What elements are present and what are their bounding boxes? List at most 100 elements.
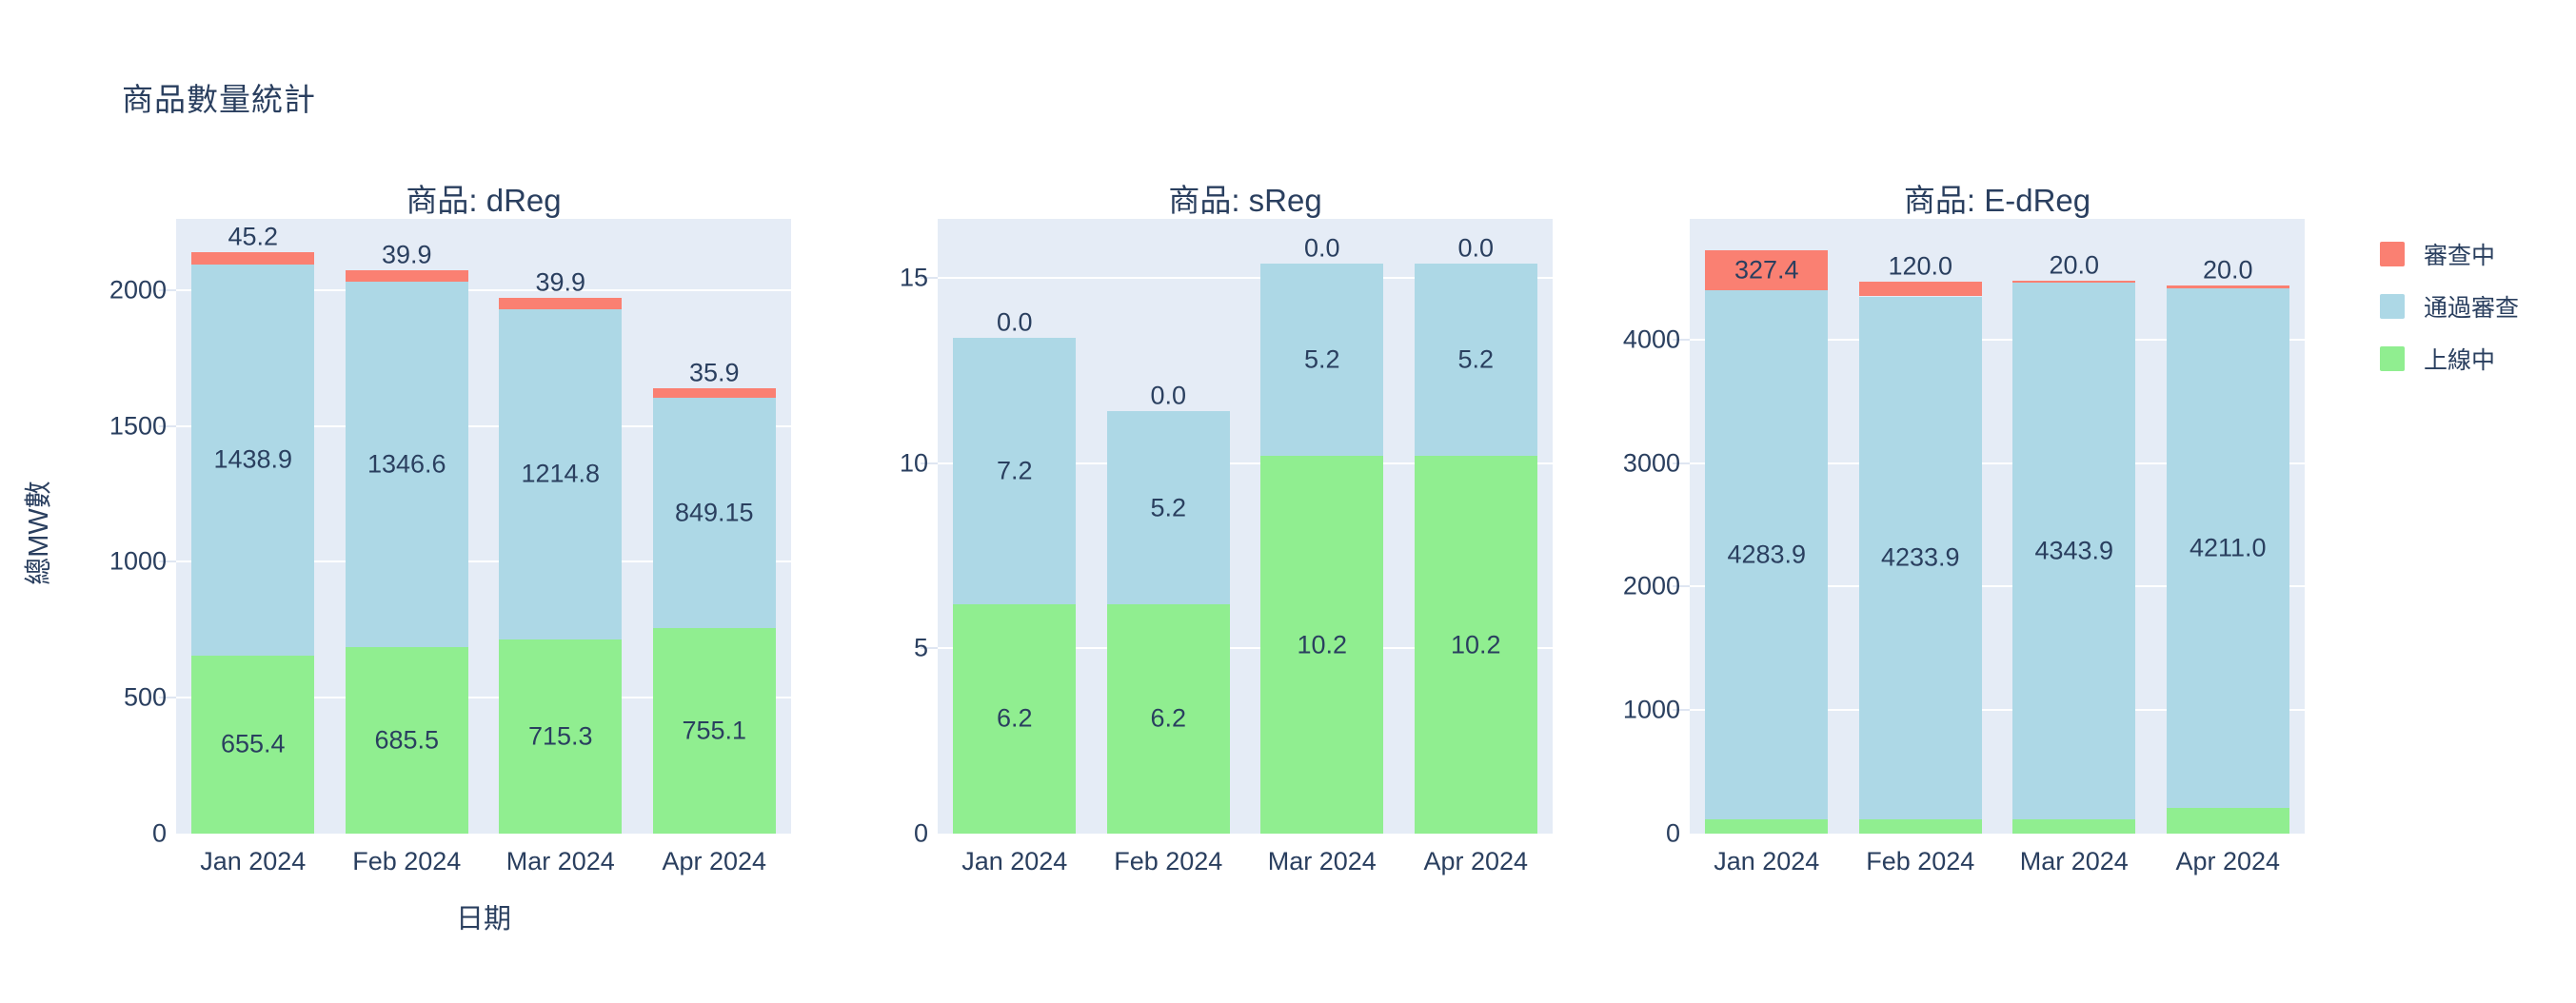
bar-segment-上線中[interactable] [499, 639, 623, 834]
bar-segment-通過審查[interactable] [652, 397, 776, 629]
bar-segment-上線中[interactable] [191, 655, 315, 834]
bar-segment-上線中[interactable] [1414, 456, 1537, 834]
bar-segment-上線中[interactable] [345, 647, 468, 834]
bar-segment-通過審查[interactable] [2012, 283, 2136, 819]
bar-value-label: 0.0 [1457, 233, 1495, 263]
x-tick-label: Mar 2024 [2019, 847, 2129, 875]
gridline [938, 462, 1553, 464]
gridline [1690, 338, 2305, 341]
gridline [176, 288, 791, 291]
bar-value-label: 849.15 [674, 498, 754, 527]
y-tick-mark [159, 560, 176, 563]
bar-segment-審查中[interactable] [345, 270, 468, 282]
y-tick-label: 1000 [109, 546, 167, 576]
bar-segment-審查中[interactable] [499, 298, 623, 309]
bar-value-label: 5.2 [1457, 344, 1495, 374]
bar-segment-審查中[interactable] [652, 387, 776, 398]
bar-segment-上線中[interactable] [1858, 818, 1982, 834]
facet-title: 商品: dReg [406, 183, 562, 218]
bar-segment-審查中[interactable] [2012, 280, 2136, 284]
y-tick-label: 2000 [1622, 571, 1680, 600]
legend-item-label: 上線中 [2424, 347, 2496, 374]
bar-segment-上線中[interactable] [953, 603, 1077, 834]
bar-segment-通過審查[interactable] [345, 281, 468, 648]
x-tick-label: Feb 2024 [1114, 847, 1223, 875]
legend: 審查中通過審查上線中 [2380, 237, 2519, 394]
bar-value-label: 715.3 [527, 721, 593, 751]
bar-segment-通過審查[interactable] [1414, 263, 1537, 457]
bar-segment-上線中[interactable] [1106, 603, 1230, 834]
y-tick-label: 4000 [1622, 324, 1680, 354]
plot-area: 116.04283.9327.4116.04233.9120.0116.0434… [1690, 219, 2305, 834]
bar-value-label: 35.9 [688, 358, 740, 387]
plot-area: 655.4 1438.9 45.2 685.5 1346.6 39.9 715.3 1214.… [176, 219, 791, 834]
legend-item-0[interactable]: 審查中 [2380, 237, 2519, 271]
y-tick-label: 15 [899, 263, 928, 292]
gridline [1690, 585, 2305, 588]
gridline [938, 277, 1553, 280]
bar-value-label: 685.5 [374, 725, 440, 755]
x-tick-label: Apr 2024 [2175, 847, 2281, 875]
bar-value-label: 10.2 [1450, 630, 1501, 659]
bar-segment-上線中[interactable] [2012, 818, 2136, 834]
bar-segment-審查中[interactable] [191, 251, 315, 265]
y-tick-label: 0 [1665, 818, 1680, 848]
bar-segment-審查中[interactable] [1705, 249, 1829, 291]
bar-value-label: 655.4 [220, 729, 286, 758]
legend-item-2[interactable]: 上線中 [2380, 342, 2519, 376]
bar-value-label: 0.0 [1303, 233, 1340, 263]
bar-segment-通過審查[interactable] [499, 308, 623, 639]
y-tick-mark [1673, 709, 1690, 712]
gridline [1690, 462, 2305, 464]
bar-value-label: 39.9 [381, 240, 432, 269]
legend-item-1[interactable]: 通過審查 [2380, 289, 2519, 324]
bar-value-label: 4233.9 [1880, 542, 1960, 572]
bar-value-label: 0.0 [996, 307, 1033, 337]
bar-segment-上線中[interactable] [1260, 456, 1384, 834]
y-tick-mark [1673, 585, 1690, 588]
bar-value-label: 327.4 [1734, 255, 1799, 285]
bar-value-label: 10.2 [1297, 630, 1348, 659]
y-tick-mark [159, 697, 176, 699]
legend-item-label: 通過審查 [2424, 295, 2520, 322]
bar-value-label: 7.2 [996, 456, 1033, 485]
y-tick-label: 2000 [109, 275, 167, 305]
bar-value-label: 1438.9 [213, 444, 293, 474]
bar-segment-通過審查[interactable] [2166, 287, 2289, 808]
bar-segment-通過審查[interactable] [1106, 411, 1230, 604]
y-tick-label: 500 [123, 682, 167, 712]
bar-segment-審查中[interactable] [2166, 285, 2289, 288]
y-tick-label: 0 [913, 818, 928, 848]
x-tick-label: Jan 2024 [1714, 847, 1820, 875]
bar-segment-上線中[interactable] [2166, 808, 2289, 834]
bar-value-label: 5.2 [1150, 493, 1187, 522]
facet-title: 商品: E-dReg [1903, 183, 2091, 218]
bar-value-label: 0.0 [1150, 381, 1187, 410]
x-tick-label: Feb 2024 [1866, 847, 1975, 875]
x-axis-title: 日期 [455, 904, 511, 934]
bar-segment-通過審查[interactable] [1705, 290, 1829, 819]
bar-value-label: 1214.8 [521, 459, 601, 488]
y-tick-label: 3000 [1622, 448, 1680, 478]
bar-value-label: 6.2 [1150, 703, 1187, 733]
bar-segment-上線中[interactable] [652, 628, 776, 834]
y-tick-label: 5 [913, 633, 928, 662]
bar-value-label: 4343.9 [2034, 536, 2114, 565]
x-tick-label: Feb 2024 [352, 847, 462, 875]
bar-segment-通過審查[interactable] [1260, 263, 1384, 457]
plot-area: 6.2 7.2 0.0 6.2 5.2 0.0 10.2 5.2 0.0 10.2 5.2 0.0 [938, 219, 1553, 834]
bar-segment-通過審查[interactable] [1858, 296, 1982, 819]
bar-segment-審查中[interactable] [1858, 281, 1982, 297]
bar-value-label: 45.2 [228, 222, 279, 251]
bar-segment-通過審查[interactable] [953, 337, 1077, 604]
bar-segment-上線中[interactable] [1705, 818, 1829, 834]
bar-segment-通過審查[interactable] [191, 264, 315, 656]
bar-value-label: 6.2 [996, 703, 1033, 733]
x-tick-label: Apr 2024 [1423, 847, 1529, 875]
legend-swatch-icon [2380, 294, 2405, 319]
y-tick-mark [1673, 462, 1690, 464]
bar-value-label: 4211.0 [2189, 533, 2267, 562]
x-tick-label: Apr 2024 [662, 847, 767, 875]
y-tick-label: 10 [899, 448, 928, 478]
y-tick-label: 1500 [109, 411, 167, 441]
